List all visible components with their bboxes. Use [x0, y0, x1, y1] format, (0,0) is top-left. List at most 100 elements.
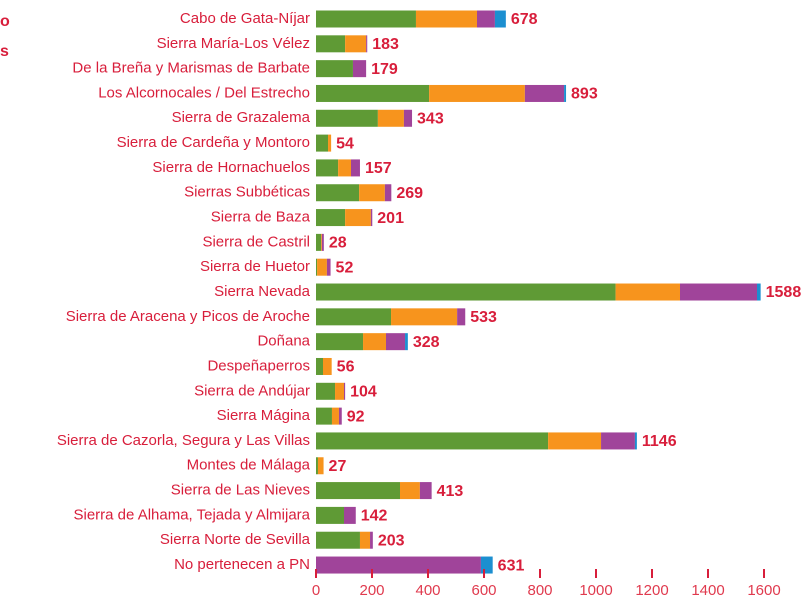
total-label: 631 — [498, 557, 525, 574]
total-label: 533 — [470, 309, 497, 326]
category-label: Sierra de Cardeña y Montoro — [117, 134, 310, 151]
bar-segment — [363, 333, 386, 351]
bar-segment — [321, 233, 322, 251]
bar-segment — [405, 333, 408, 351]
bar-segment — [338, 407, 342, 425]
annotation: s — [0, 43, 9, 60]
category-label: Sierra de Andújar — [194, 382, 310, 399]
bar-segment — [316, 209, 346, 227]
bar-segment — [386, 333, 406, 351]
x-tick-label: 200 — [359, 582, 384, 599]
x-tick-label: 1400 — [691, 582, 724, 599]
bar-segment — [757, 283, 761, 301]
category-label: Sierra de Huetor — [200, 258, 310, 275]
x-tick-label: 1600 — [747, 582, 780, 599]
total-label: 157 — [365, 160, 392, 177]
bar-segment — [338, 159, 351, 177]
annotation: o — [0, 13, 10, 30]
total-label: 179 — [371, 61, 398, 78]
total-label: 28 — [329, 235, 347, 252]
category-label: Sierra de Baza — [211, 209, 311, 226]
bar-segment — [359, 184, 385, 202]
bar-segment — [680, 283, 757, 301]
bar-segment — [316, 382, 336, 400]
bar-segment — [377, 109, 404, 127]
total-label: 92 — [347, 408, 365, 425]
bar-segment — [391, 308, 458, 326]
bar-segment — [316, 506, 344, 524]
bar-segment — [494, 10, 506, 28]
x-tick-label: 400 — [415, 582, 440, 599]
bar-segment — [344, 382, 346, 400]
category-label: Despeñaperros — [207, 357, 310, 374]
total-label: 54 — [336, 135, 354, 152]
bar-segment — [370, 531, 373, 549]
category-label: Sierra Norte de Sevilla — [160, 531, 311, 548]
category-label: Sierra de Castril — [202, 233, 310, 250]
bar-segment — [316, 84, 430, 102]
category-label: Sierra María-Los Vélez — [157, 35, 310, 52]
bar-segment — [317, 457, 324, 475]
bar-segment — [316, 184, 360, 202]
bar-segment — [316, 258, 318, 276]
bar-segment — [400, 482, 420, 500]
bar-segment — [316, 457, 318, 475]
x-tick-label: 1200 — [635, 582, 668, 599]
bar-segment — [316, 134, 329, 152]
bar-segment — [326, 258, 331, 276]
bar-segment — [345, 35, 367, 53]
category-label: De la Breña y Marismas de Barbate — [72, 60, 310, 77]
bar-segment — [316, 35, 346, 53]
bar-segment — [323, 357, 332, 375]
category-label: Sierra de Las Nieves — [171, 482, 310, 499]
bar-segment — [316, 233, 322, 251]
bar-segment — [548, 432, 602, 450]
total-label: 52 — [336, 259, 354, 276]
total-label: 183 — [372, 36, 399, 53]
x-tick-label: 0 — [312, 582, 320, 599]
bar-segment — [419, 482, 432, 500]
bar-segment — [316, 159, 339, 177]
total-label: 1146 — [642, 433, 677, 450]
x-tick-label: 800 — [527, 582, 552, 599]
bar-segment — [344, 506, 356, 524]
bar-segment — [415, 10, 477, 28]
total-label: 56 — [337, 359, 355, 376]
bar-segment — [316, 482, 400, 500]
x-tick-label: 600 — [471, 582, 496, 599]
total-label: 142 — [361, 508, 388, 525]
category-label: Sierra de Hornachuelos — [152, 159, 310, 176]
bar-segment — [316, 10, 416, 28]
category-label: Sierra de Aracena y Picos de Aroche — [66, 308, 310, 325]
bar-segment — [429, 84, 525, 102]
bar-segment — [316, 556, 481, 574]
total-label: 27 — [329, 458, 347, 475]
category-label: Sierra de Alhama, Tejada y Almijara — [73, 506, 310, 523]
total-label: 203 — [378, 532, 405, 549]
bar-segment — [331, 407, 339, 425]
bar-segment — [317, 258, 327, 276]
bar-segment — [615, 283, 680, 301]
category-label: Sierras Subbéticas — [184, 184, 310, 201]
total-label: 104 — [350, 384, 377, 401]
total-label: 893 — [571, 86, 598, 103]
total-label: 269 — [396, 185, 423, 202]
total-label: 343 — [417, 110, 444, 127]
category-label: No pertenecen a PN — [174, 556, 310, 573]
bar-segment — [316, 283, 616, 301]
bar-segment — [403, 109, 413, 127]
total-label: 201 — [377, 210, 404, 227]
bar-segment — [601, 432, 635, 450]
bar-segment — [352, 60, 367, 78]
bar-segment — [316, 407, 332, 425]
bar-segment — [316, 308, 392, 326]
bar-segment — [359, 531, 371, 549]
category-label: Doñana — [257, 333, 310, 350]
total-label: 678 — [511, 11, 538, 28]
bar-segment — [457, 308, 466, 326]
category-label: Los Alcornocales / Del Estrecho — [98, 84, 310, 101]
bar-segment — [384, 184, 392, 202]
total-label: 1588 — [766, 284, 802, 301]
bar-segment — [366, 35, 368, 53]
